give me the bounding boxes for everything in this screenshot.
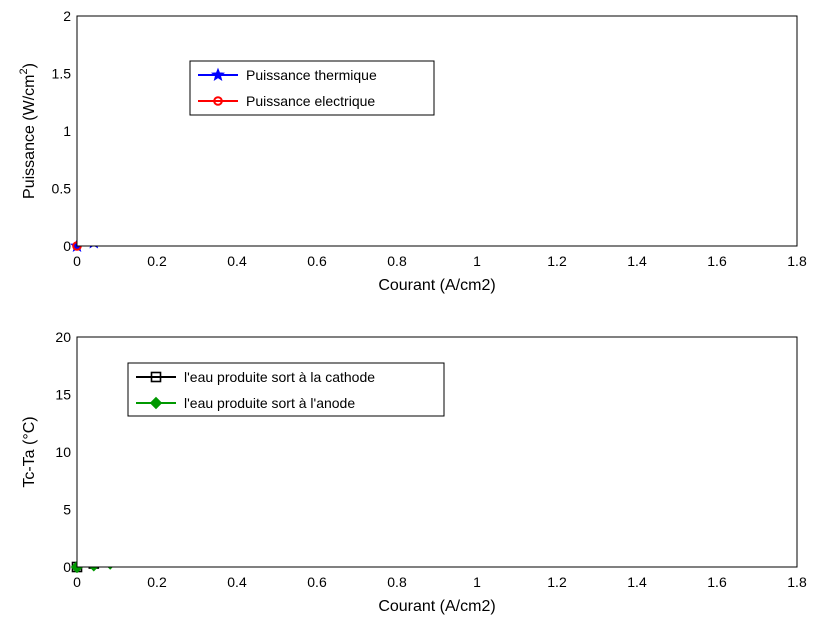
x-tick-label: 0.6 <box>307 574 327 590</box>
x-tick-label: 0.4 <box>227 253 247 269</box>
x-axis-label: Courant (A/cm2) <box>378 598 495 615</box>
x-tick-label: 0.2 <box>147 574 167 590</box>
axes-box <box>76 15 798 247</box>
y-tick-label: 1.5 <box>52 66 72 82</box>
x-tick-label: 1.8 <box>787 253 807 269</box>
x-tick-label: 1.8 <box>787 574 807 590</box>
y-tick-label: 1 <box>63 123 71 139</box>
chart-temperature: 0 0.2 0.4 0.6 0.8 1 1.2 1.4 1.6 1.8 0 5 10 15 20 Couran… <box>21 329 807 615</box>
legend-marker <box>210 67 226 81</box>
legend-label: Puissance electrique <box>246 93 375 109</box>
legend-marker <box>150 371 162 383</box>
legend-box <box>189 60 435 116</box>
y-tick-label: 0 <box>63 559 71 575</box>
x-tick-label: 1.6 <box>707 253 727 269</box>
legend-marker <box>213 96 223 106</box>
y-tick-label: 20 <box>55 329 71 345</box>
x-tick-label: 0 <box>73 574 81 590</box>
legend-label: l'eau produite sort à la cathode <box>184 369 375 385</box>
x-tick-label: 1 <box>473 253 481 269</box>
legend: Puissance thermique Puissance electrique <box>189 60 435 116</box>
x-tick-label: 0.4 <box>227 574 247 590</box>
chart-power: 0 0.2 0.4 0.6 0.8 1 1.2 1.4 1.6 1.8 0 0.5 1 1.5 2 Coura… <box>18 8 807 294</box>
x-tick-label: 1.2 <box>547 253 567 269</box>
x-tick-label: 0.8 <box>387 574 407 590</box>
y-tick-label: 10 <box>55 444 71 460</box>
y-tick-label: 0 <box>63 238 71 254</box>
x-tick-label: 1.4 <box>627 253 647 269</box>
y-tick-label: 0.5 <box>52 181 72 197</box>
x-tick-label: 1.4 <box>627 574 647 590</box>
x-tick-label: 0.6 <box>307 253 327 269</box>
x-tick-label: 1.6 <box>707 574 727 590</box>
x-tick-label: 0 <box>73 253 81 269</box>
legend-box <box>127 362 445 417</box>
x-axis-label: Courant (A/cm2) <box>378 277 495 294</box>
legend-marker <box>149 396 163 410</box>
y-tick-label: 2 <box>63 8 71 24</box>
legend: l'eau produite sort à la cathode l'eau pr… <box>127 362 445 417</box>
y-axis-label: Puissance (W/cm2) <box>18 63 38 199</box>
legend-label: Puissance thermique <box>246 67 377 83</box>
x-tick-label: 1 <box>473 574 481 590</box>
x-tick-label: 0.8 <box>387 253 407 269</box>
x-tick-label: 1.2 <box>547 574 567 590</box>
y-tick-label: 15 <box>55 387 71 403</box>
y-axis-label: Tc-Ta (°C) <box>21 416 38 487</box>
y-tick-label: 5 <box>63 502 71 518</box>
legend-label: l'eau produite sort à l'anode <box>184 395 355 411</box>
x-tick-label: 0.2 <box>147 253 167 269</box>
